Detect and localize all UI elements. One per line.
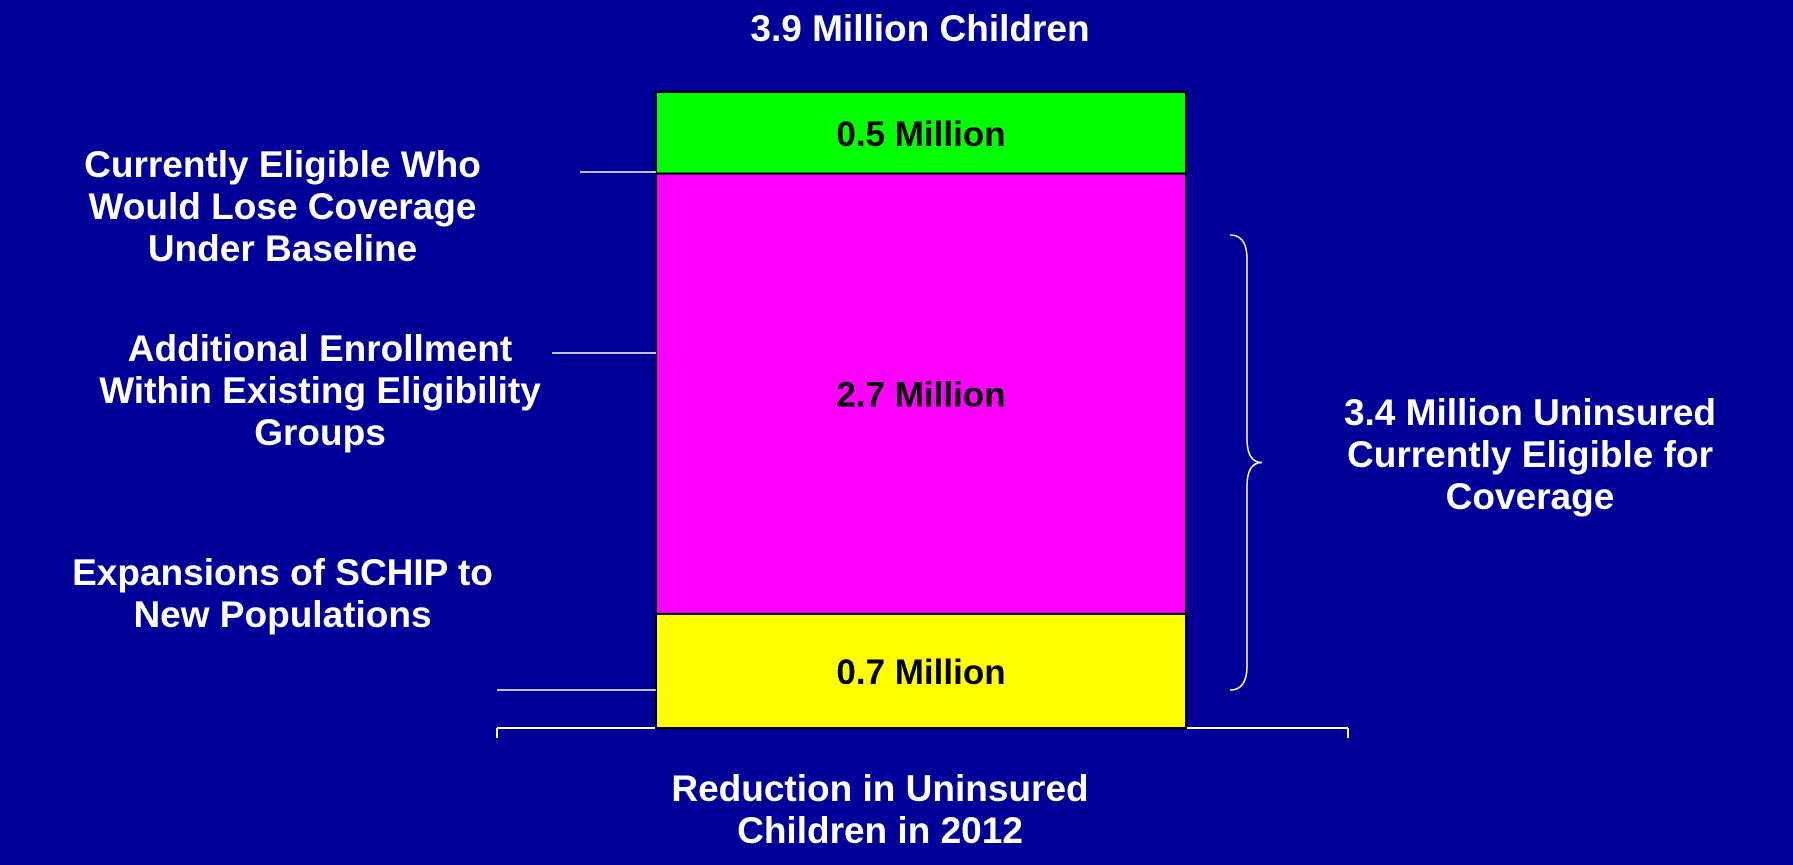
- brace-label-line-2: Currently Eligible for: [1347, 434, 1713, 475]
- segment-label-line: Groups: [254, 412, 386, 453]
- bar-segment: [655, 172, 1187, 615]
- segment-label-line: Expansions of SCHIP to: [72, 552, 493, 593]
- segment-label-line: Under Baseline: [147, 228, 418, 269]
- x-axis-label-line-2: Children in 2012: [737, 810, 1023, 851]
- segment-label-line: Currently Eligible Who: [84, 144, 481, 185]
- bar-segment: [655, 612, 1187, 729]
- brace-label: 3.4 Million Uninsured Currently Eligible…: [1270, 392, 1790, 518]
- x-axis-label: Reduction in Uninsured Children in 2012: [530, 768, 1230, 852]
- curly-brace: [1229, 234, 1263, 691]
- segment-label-line: Within Existing Eligibility: [99, 370, 541, 411]
- data-label: 0.7 Million: [836, 653, 1005, 692]
- data-label: 2.7 Million: [836, 376, 1005, 415]
- brace-label-line-1: 3.4 Million Uninsured: [1343, 392, 1717, 433]
- data-label: 0.5 Million: [836, 115, 1005, 154]
- segment-label-additional-enrollment: Additional Enrollment Within Existing El…: [0, 328, 640, 454]
- segment-label-line: Additional Enrollment: [127, 328, 513, 369]
- segment-label-line: New Populations: [133, 594, 432, 635]
- segment-label-line: Would Lose Coverage: [88, 186, 477, 227]
- segment-label-schip-expansions: Expansions of SCHIP to New Populations: [0, 552, 565, 636]
- x-axis-label-line-1: Reduction in Uninsured: [671, 768, 1089, 809]
- chart-title-text: 3.9 Million Children: [750, 8, 1090, 49]
- chart-title: 3.9 Million Children: [600, 8, 1240, 50]
- brace-label-line-3: Coverage: [1445, 476, 1615, 517]
- segment-label-currently-eligible: Currently Eligible Who Would Lose Covera…: [0, 144, 565, 270]
- bar-segment: [655, 91, 1187, 175]
